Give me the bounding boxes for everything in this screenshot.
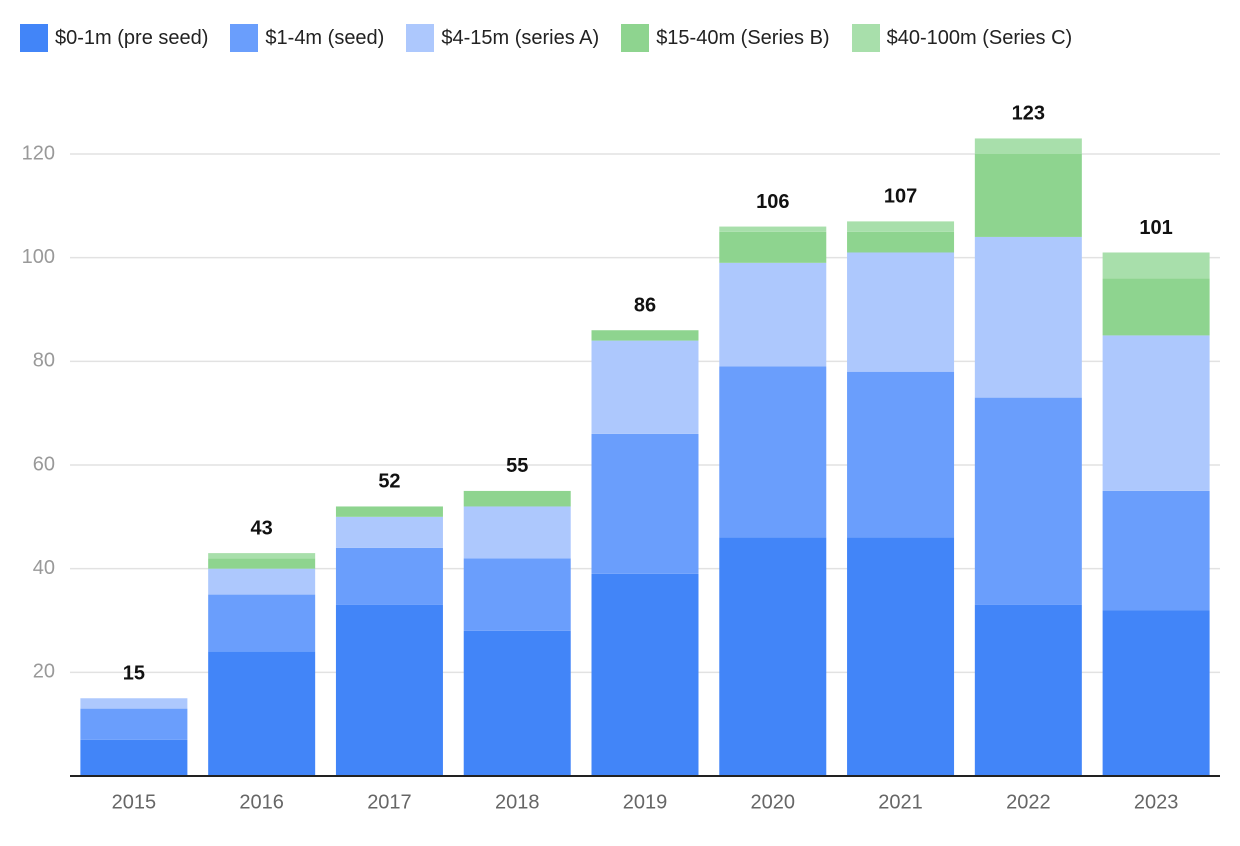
legend-label: $4-15m (series A) bbox=[441, 26, 600, 49]
legend-swatch bbox=[851, 24, 880, 52]
y-tick-label: 40 bbox=[33, 557, 55, 579]
bar-segment bbox=[1102, 252, 1210, 279]
x-tick-label: 2023 bbox=[1134, 791, 1179, 813]
legend-label: $40-100m (Series C) bbox=[886, 26, 1073, 49]
legend-item: $15-40m (Series B) bbox=[621, 24, 830, 52]
bar-segment bbox=[1102, 278, 1210, 336]
y-tick-label: 80 bbox=[33, 350, 55, 372]
bar-segment bbox=[974, 397, 1082, 605]
bar-segment bbox=[1102, 610, 1210, 776]
bar-segment bbox=[847, 371, 955, 538]
total-label: 101 bbox=[1139, 217, 1172, 239]
bar-segment bbox=[847, 221, 955, 232]
y-tick-label: 20 bbox=[33, 661, 55, 683]
bar-segment bbox=[591, 340, 699, 434]
bar-segment bbox=[974, 154, 1082, 237]
x-tick-label: 2021 bbox=[878, 791, 923, 813]
legend-item: $40-100m (Series C) bbox=[851, 24, 1073, 52]
bar-segment bbox=[463, 490, 571, 507]
bar-segment bbox=[208, 568, 316, 595]
legend-item: $0-1m (pre seed) bbox=[20, 24, 208, 52]
bar-segment bbox=[719, 537, 827, 776]
x-tick-label: 2017 bbox=[367, 791, 412, 813]
bar-segment bbox=[335, 516, 443, 548]
legend-label: $0-1m (pre seed) bbox=[55, 26, 209, 49]
bar-segment bbox=[719, 262, 827, 367]
legend-swatch bbox=[20, 24, 48, 52]
total-label: 55 bbox=[506, 455, 528, 477]
bar-segment bbox=[80, 708, 188, 740]
legend-label: $15-40m (Series B) bbox=[656, 26, 830, 49]
bar-segment bbox=[847, 537, 955, 776]
bar-segment bbox=[974, 236, 1082, 398]
bar-segment bbox=[208, 651, 316, 776]
bar-segment bbox=[847, 252, 955, 372]
bar-segment bbox=[719, 226, 827, 232]
total-label: 123 bbox=[1012, 103, 1045, 125]
total-label: 15 bbox=[123, 663, 145, 685]
x-tick-label: 2020 bbox=[751, 791, 796, 813]
bar-segment bbox=[719, 366, 827, 538]
legend: $0-1m (pre seed) $1-4m (seed) $4-15m (seri… bbox=[20, 24, 1072, 52]
bar-segment bbox=[208, 594, 316, 652]
x-tick-label: 2018 bbox=[495, 791, 540, 813]
bar-segment bbox=[208, 558, 316, 569]
bar-segment bbox=[80, 739, 188, 776]
bar-segment bbox=[463, 630, 571, 776]
legend-swatch bbox=[621, 24, 650, 52]
bar-segment bbox=[974, 604, 1082, 776]
bar-segment bbox=[80, 698, 188, 709]
legend-item: $1-4m (seed) bbox=[230, 24, 384, 52]
total-label: 52 bbox=[378, 471, 400, 493]
y-tick-label: 60 bbox=[33, 453, 55, 475]
y-tick-label: 120 bbox=[22, 142, 55, 164]
total-label: 106 bbox=[756, 191, 789, 213]
bar-segment bbox=[208, 553, 316, 559]
y-tick-label: 100 bbox=[22, 246, 55, 268]
legend-item: $4-15m (series A) bbox=[406, 24, 599, 52]
total-label: 107 bbox=[884, 186, 917, 208]
bar-segment bbox=[591, 433, 699, 574]
total-label: 86 bbox=[634, 295, 656, 317]
x-tick-label: 2015 bbox=[112, 791, 157, 813]
bar-segment bbox=[335, 604, 443, 776]
bar-segment bbox=[335, 506, 443, 517]
bar-segment bbox=[335, 547, 443, 605]
bar-segment bbox=[719, 231, 827, 263]
x-tick-label: 2022 bbox=[1006, 791, 1051, 813]
bar-segment bbox=[847, 231, 955, 253]
bar-segment bbox=[591, 573, 699, 776]
bar-segment bbox=[1102, 490, 1210, 611]
legend-swatch bbox=[406, 24, 435, 52]
legend-swatch bbox=[230, 24, 259, 52]
bar-segment bbox=[974, 138, 1082, 154]
x-tick-label: 2016 bbox=[239, 791, 284, 813]
total-label: 43 bbox=[251, 517, 273, 539]
bar-segment bbox=[591, 330, 699, 341]
bar-segment bbox=[1102, 335, 1210, 491]
x-tick-label: 2019 bbox=[623, 791, 668, 813]
bar-segment bbox=[463, 506, 571, 559]
bar-segment bbox=[463, 558, 571, 631]
legend-label: $1-4m (seed) bbox=[265, 26, 385, 49]
